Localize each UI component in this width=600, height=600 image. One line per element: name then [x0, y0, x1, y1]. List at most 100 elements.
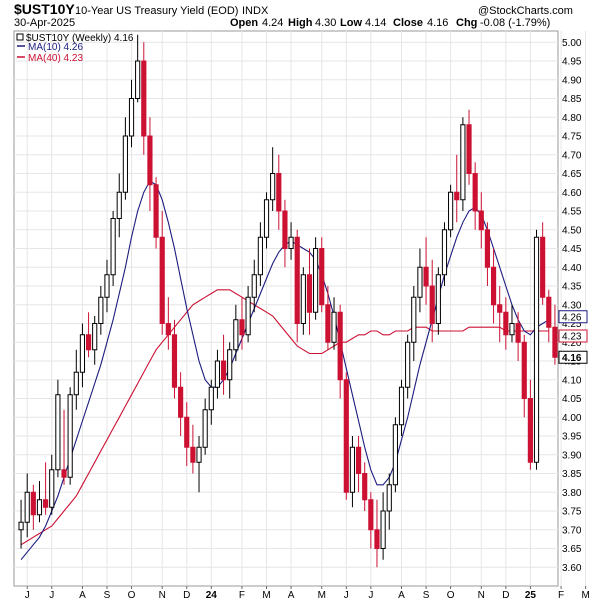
last-label-price: 4.16: [562, 353, 582, 364]
candle-body: [319, 248, 325, 306]
candle-body: [18, 521, 24, 531]
y-tick-label: 4.10: [562, 375, 582, 386]
candle-body: [460, 124, 466, 201]
x-tick-label: F: [239, 590, 245, 600]
candle-body: [184, 416, 190, 448]
candle-body: [245, 296, 251, 336]
x-tick-label: J: [25, 590, 30, 600]
candle-body: [429, 285, 435, 324]
candle-body: [171, 334, 178, 388]
candle-body: [435, 274, 441, 324]
x-tick-label: M: [318, 590, 326, 600]
x-tick-label: M: [262, 590, 270, 600]
candle-body: [490, 266, 497, 306]
candle-body: [251, 274, 257, 298]
close-value: 4.16: [427, 17, 448, 29]
candle-body: [128, 98, 135, 137]
last-label-ma40: 4.23: [562, 332, 582, 343]
y-tick-label: 4.75: [562, 132, 582, 143]
candle-body: [398, 386, 405, 426]
candle-body: [349, 446, 356, 493]
high-value: 4.30: [315, 17, 336, 29]
candle-body: [405, 341, 411, 388]
y-axis: 3.60 3.65 3.70 3.75 3.80 3.85 3.90 3.95 4.00 4.05…: [562, 38, 582, 574]
y-tick-label: 4.50: [562, 225, 582, 236]
candle-body: [73, 371, 79, 396]
y-tick-label: 4.30: [562, 300, 582, 311]
candle-body: [503, 311, 509, 336]
candle-body: [386, 484, 392, 512]
last-label-ma10: 4.26: [562, 312, 582, 323]
candle-body: [276, 173, 282, 212]
candle-body: [165, 323, 171, 336]
legend: $UST10Y (Weekly) 4.16 MA(10) 4.26 MA(40)…: [16, 33, 134, 64]
y-tick-label: 4.80: [562, 113, 582, 124]
last-value-labels: 4.26 4.23 4.16: [558, 310, 588, 364]
candle-body: [55, 394, 61, 471]
y-tick-label: 3.95: [562, 432, 582, 443]
y-tick-label: 3.80: [562, 488, 582, 499]
chart-exchange: INDX: [242, 5, 269, 17]
candle-body: [527, 398, 533, 463]
candle-body: [43, 499, 49, 508]
candle-body: [122, 135, 128, 193]
candle-body: [484, 229, 491, 268]
candle-body: [368, 499, 374, 531]
candle-body: [300, 274, 306, 324]
candle-body: [159, 236, 165, 324]
x-tick-label: J: [344, 590, 349, 600]
candle-body: [214, 360, 221, 388]
candle-body: [92, 323, 98, 351]
candle-body: [515, 323, 521, 343]
candle-body: [104, 274, 110, 298]
candle-body: [270, 173, 276, 201]
x-tick-label: O: [128, 590, 136, 600]
x-tick-label: J: [368, 590, 373, 600]
chart-description: 10-Year US Treasury Yield (EOD): [75, 5, 238, 17]
candle-body: [49, 469, 55, 508]
x-tick-label: M: [581, 590, 589, 600]
candle-body: [411, 296, 417, 343]
candle-body: [521, 341, 527, 399]
candle-body: [448, 191, 454, 231]
y-tick-label: 4.05: [562, 394, 582, 405]
candle-body: [30, 491, 36, 516]
x-tick-label: N: [478, 590, 485, 600]
x-tick-label: J: [49, 590, 54, 600]
candle-body: [478, 210, 484, 231]
x-tick-label: S: [423, 590, 430, 600]
x-tick-label: D: [183, 590, 190, 600]
y-tick-label: 3.75: [562, 507, 582, 518]
candle-body: [227, 349, 233, 381]
high-label: High: [288, 17, 313, 29]
candle-body: [294, 236, 300, 324]
y-tick-label: 4.55: [562, 207, 582, 218]
legend-ma10: MA(10) 4.26: [28, 42, 83, 53]
x-tick-label: F: [558, 590, 564, 600]
candle-body: [239, 319, 245, 336]
candle-body: [147, 135, 153, 186]
candle-body: [288, 236, 294, 249]
candle-body: [233, 319, 239, 351]
candle-body: [208, 386, 214, 411]
candle-body: [392, 424, 398, 486]
candle-body: [110, 218, 116, 276]
candle-body: [141, 60, 147, 137]
candle-body: [546, 296, 552, 328]
y-tick-label: 4.25: [562, 319, 582, 330]
open-value: 4.24: [262, 17, 283, 29]
x-axis: JJASOND24FMAMJJASOND25FMAMJ: [25, 586, 590, 600]
y-tick-label: 4.70: [562, 150, 582, 161]
candle-body: [178, 386, 184, 418]
candle-body: [263, 199, 270, 238]
chg-value: -0.08 (-1.79%): [480, 17, 550, 29]
legend-price-swatch: [16, 33, 24, 41]
candle-body: [343, 379, 349, 493]
ma40-series: [20, 289, 549, 546]
last-label-price-box: [558, 350, 588, 364]
candle-body: [380, 510, 386, 549]
chart-symbol: $UST10Y: [14, 1, 75, 17]
open-label: Open: [230, 17, 258, 29]
y-tick-label: 4.85: [562, 94, 582, 105]
